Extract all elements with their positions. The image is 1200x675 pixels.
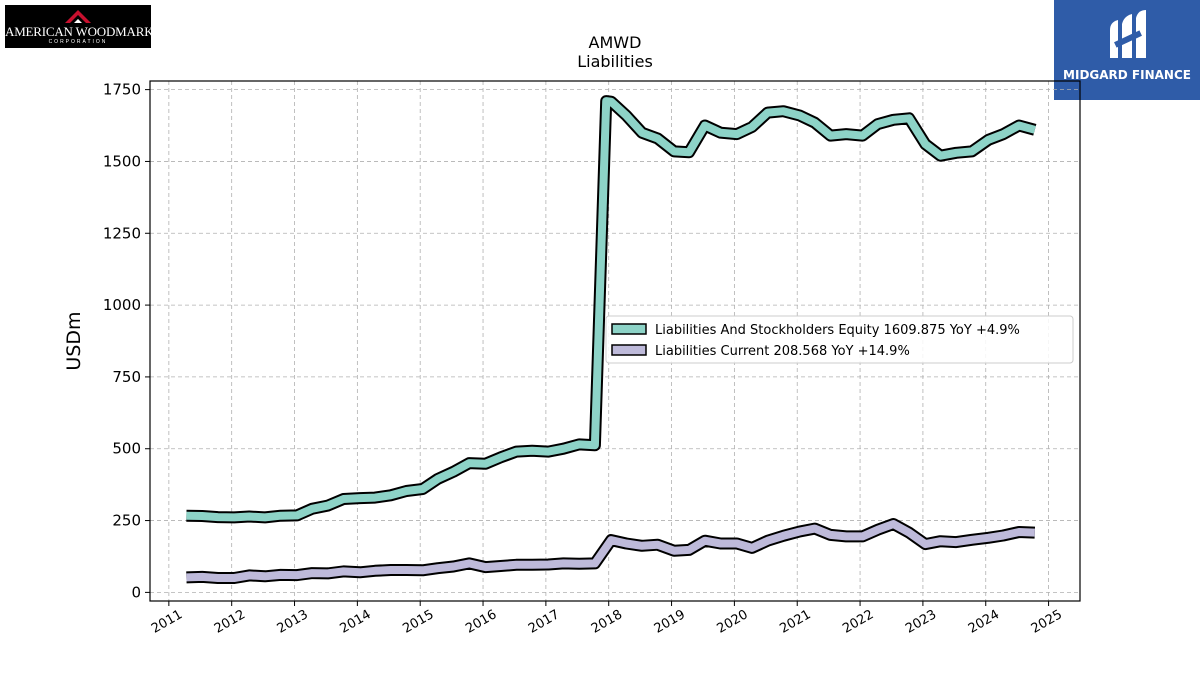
legend-swatch-equity <box>611 323 647 335</box>
x-tick-label: 2014 <box>338 607 374 637</box>
american-woodmark-logo: AMERICAN WOODMARK CORPORATION <box>5 5 154 48</box>
y-tick-label: 0 <box>131 583 141 601</box>
logo-subtext: CORPORATION <box>48 39 108 45</box>
y-tick-label: 1250 <box>103 224 141 242</box>
x-tick-label: 2016 <box>463 607 499 637</box>
chart-subtitle: Liabilities <box>577 52 653 71</box>
x-tick-label: 2023 <box>903 607 939 637</box>
y-tick-label: 1000 <box>103 296 141 314</box>
midgard-emblem-icon <box>1110 10 1146 58</box>
logo-wordmark: AMERICAN WOODMARK <box>5 24 154 39</box>
chart-title: AMWD <box>589 33 642 52</box>
x-tick-label: 2015 <box>400 607 436 637</box>
legend-swatch-current <box>611 344 647 356</box>
series-line-current <box>186 520 1035 582</box>
x-tick-label: 2024 <box>966 607 1002 637</box>
x-tick-label: 2013 <box>275 607 311 637</box>
x-tick-label: 2022 <box>840 607 876 637</box>
roof-mark-icon <box>65 10 91 23</box>
y-tick-label: 500 <box>112 440 141 458</box>
x-tick-label: 2017 <box>526 607 562 637</box>
series-line-equity <box>186 97 1036 522</box>
x-tick-label: 2021 <box>777 607 813 637</box>
y-tick-label: 1750 <box>103 81 141 99</box>
x-tick-label: 2018 <box>589 607 625 637</box>
plot-frame <box>149 80 1081 602</box>
y-tick-label: 750 <box>112 368 141 386</box>
x-tick-label: 2025 <box>1029 607 1065 637</box>
legend: Liabilities And Stockholders Equity 1609… <box>605 315 1074 364</box>
legend-box <box>605 315 1074 364</box>
legend-label-equity: Liabilities And Stockholders Equity 1609… <box>655 323 1020 338</box>
series-layer <box>186 95 1037 584</box>
legend-label-current: Liabilities Current 208.568 YoY +14.9% <box>655 344 910 359</box>
logo-wordmark: MIDGARD FINANCE <box>1063 68 1191 82</box>
x-tick-label: 2020 <box>715 607 751 637</box>
y-tick-label: 250 <box>112 512 141 530</box>
x-tick-label: 2012 <box>212 607 248 637</box>
y-tick-label: 1500 <box>103 152 141 170</box>
midgard-finance-logo: MIDGARD FINANCE <box>1054 0 1200 100</box>
y-axis-label: USDm <box>63 311 85 370</box>
x-tick-label: 2011 <box>149 607 185 637</box>
x-tick-label: 2019 <box>652 607 688 637</box>
series-outline-equity <box>186 95 1037 524</box>
